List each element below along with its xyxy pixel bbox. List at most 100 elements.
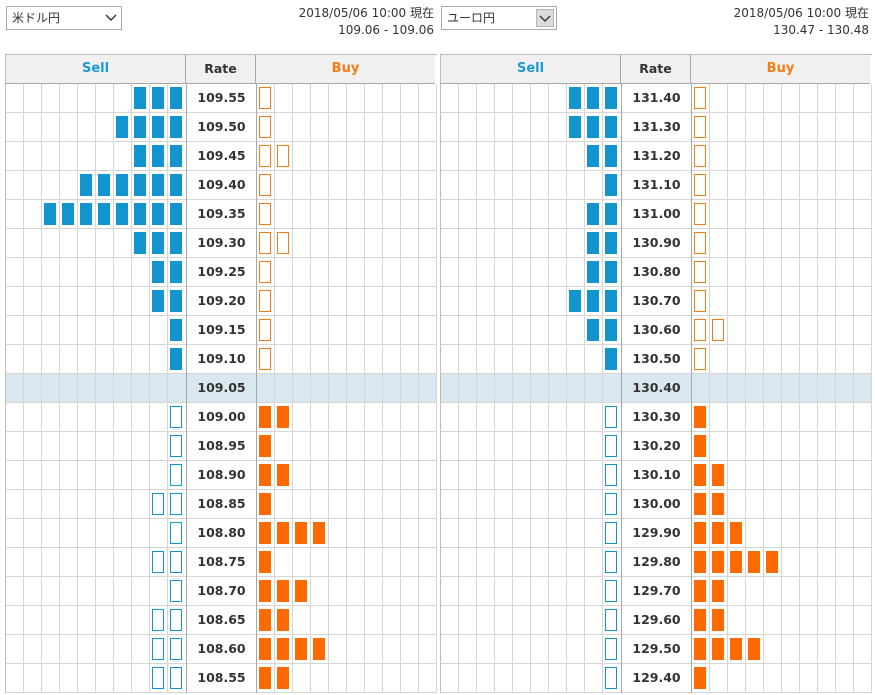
- sell-cell: [477, 200, 495, 229]
- sell-cell: [78, 229, 96, 258]
- buy-cell: [800, 664, 818, 693]
- buy-cell: [710, 461, 728, 490]
- buy-cell: [293, 519, 311, 548]
- sell-cell: [549, 635, 567, 664]
- buy-cell: [800, 606, 818, 635]
- sell-cell: [603, 548, 621, 577]
- sell-order-block: [152, 232, 164, 254]
- buy-order-block: [694, 580, 706, 602]
- sell-order-block: [605, 551, 617, 573]
- buy-cell: [854, 577, 872, 606]
- buy-cell: [854, 606, 872, 635]
- sell-depth: [6, 316, 187, 345]
- buy-cell: [800, 490, 818, 519]
- sell-order-block: [605, 435, 617, 457]
- buy-cell: [746, 200, 764, 229]
- buy-cell: [800, 316, 818, 345]
- buy-cell: [746, 287, 764, 316]
- rate-value: 130.70: [622, 287, 691, 316]
- buy-order-block: [259, 290, 271, 312]
- sell-cell: [603, 345, 621, 374]
- buy-cell: [854, 287, 872, 316]
- sell-cell: [96, 461, 114, 490]
- sell-depth: [441, 519, 622, 548]
- buy-cell: [311, 316, 329, 345]
- buy-cell: [692, 548, 710, 577]
- sell-order-block: [605, 522, 617, 544]
- sell-order-block: [134, 174, 146, 196]
- currency-pair-select-usdjpy[interactable]: 米ドル円: [6, 6, 122, 30]
- sell-cell: [6, 345, 24, 374]
- sell-cell: [114, 606, 132, 635]
- buy-order-block: [694, 522, 706, 544]
- buy-order-block: [277, 609, 289, 631]
- buy-cell: [836, 519, 854, 548]
- buy-cell: [818, 519, 836, 548]
- rate-value: 108.55: [187, 664, 256, 693]
- buy-order-block: [277, 232, 289, 254]
- sell-cell: [42, 113, 60, 142]
- sell-cell: [114, 461, 132, 490]
- rate-value: 130.40: [622, 374, 691, 403]
- sell-order-block: [569, 116, 581, 138]
- sell-cell: [96, 403, 114, 432]
- sell-depth: [6, 635, 187, 664]
- sell-cell: [114, 345, 132, 374]
- sell-cell: [6, 577, 24, 606]
- buy-order-block: [712, 580, 724, 602]
- buy-order-block: [277, 406, 289, 428]
- sell-cell: [459, 403, 477, 432]
- sell-cell: [6, 258, 24, 287]
- sell-depth: [6, 664, 187, 693]
- sell-cell: [585, 461, 603, 490]
- buy-cell: [275, 490, 293, 519]
- buy-cell: [257, 258, 275, 287]
- sell-cell: [585, 403, 603, 432]
- sell-cell: [168, 113, 186, 142]
- buy-cell: [764, 316, 782, 345]
- sell-cell: [549, 229, 567, 258]
- sell-order-block: [605, 348, 617, 370]
- sell-cell: [168, 287, 186, 316]
- sell-cell: [60, 635, 78, 664]
- buy-order-block: [694, 435, 706, 457]
- sell-cell: [150, 200, 168, 229]
- sell-cell: [513, 519, 531, 548]
- sell-order-block: [170, 551, 182, 573]
- sell-cell: [78, 403, 96, 432]
- buy-cell: [818, 432, 836, 461]
- buy-cell: [311, 606, 329, 635]
- buy-cell: [764, 258, 782, 287]
- sell-cell: [531, 229, 549, 258]
- buy-cell: [692, 403, 710, 432]
- sell-cell: [495, 577, 513, 606]
- sell-cell: [531, 171, 549, 200]
- sell-order-block: [587, 145, 599, 167]
- buy-depth: [256, 548, 437, 577]
- table-row: 108.65: [6, 606, 437, 635]
- buy-cell: [764, 577, 782, 606]
- sell-cell: [513, 171, 531, 200]
- buy-depth: [256, 142, 437, 171]
- buy-cell: [383, 316, 401, 345]
- buy-depth: [256, 287, 437, 316]
- sell-cell: [495, 229, 513, 258]
- sell-cell: [441, 287, 459, 316]
- sell-cell: [603, 577, 621, 606]
- buy-order-block: [259, 609, 271, 631]
- buy-cell: [383, 519, 401, 548]
- sell-cell: [603, 635, 621, 664]
- buy-cell: [347, 403, 365, 432]
- sell-cell: [531, 374, 549, 403]
- buy-cell: [818, 490, 836, 519]
- buy-order-block: [712, 464, 724, 486]
- buy-cell: [836, 345, 854, 374]
- buy-cell: [311, 461, 329, 490]
- buy-cell: [365, 316, 383, 345]
- buy-cell: [275, 345, 293, 374]
- sell-cell: [567, 461, 585, 490]
- sell-cell: [132, 229, 150, 258]
- buy-cell: [692, 84, 710, 113]
- currency-pair-select-eurjpy[interactable]: ユーロ円: [441, 6, 557, 30]
- buy-cell: [329, 577, 347, 606]
